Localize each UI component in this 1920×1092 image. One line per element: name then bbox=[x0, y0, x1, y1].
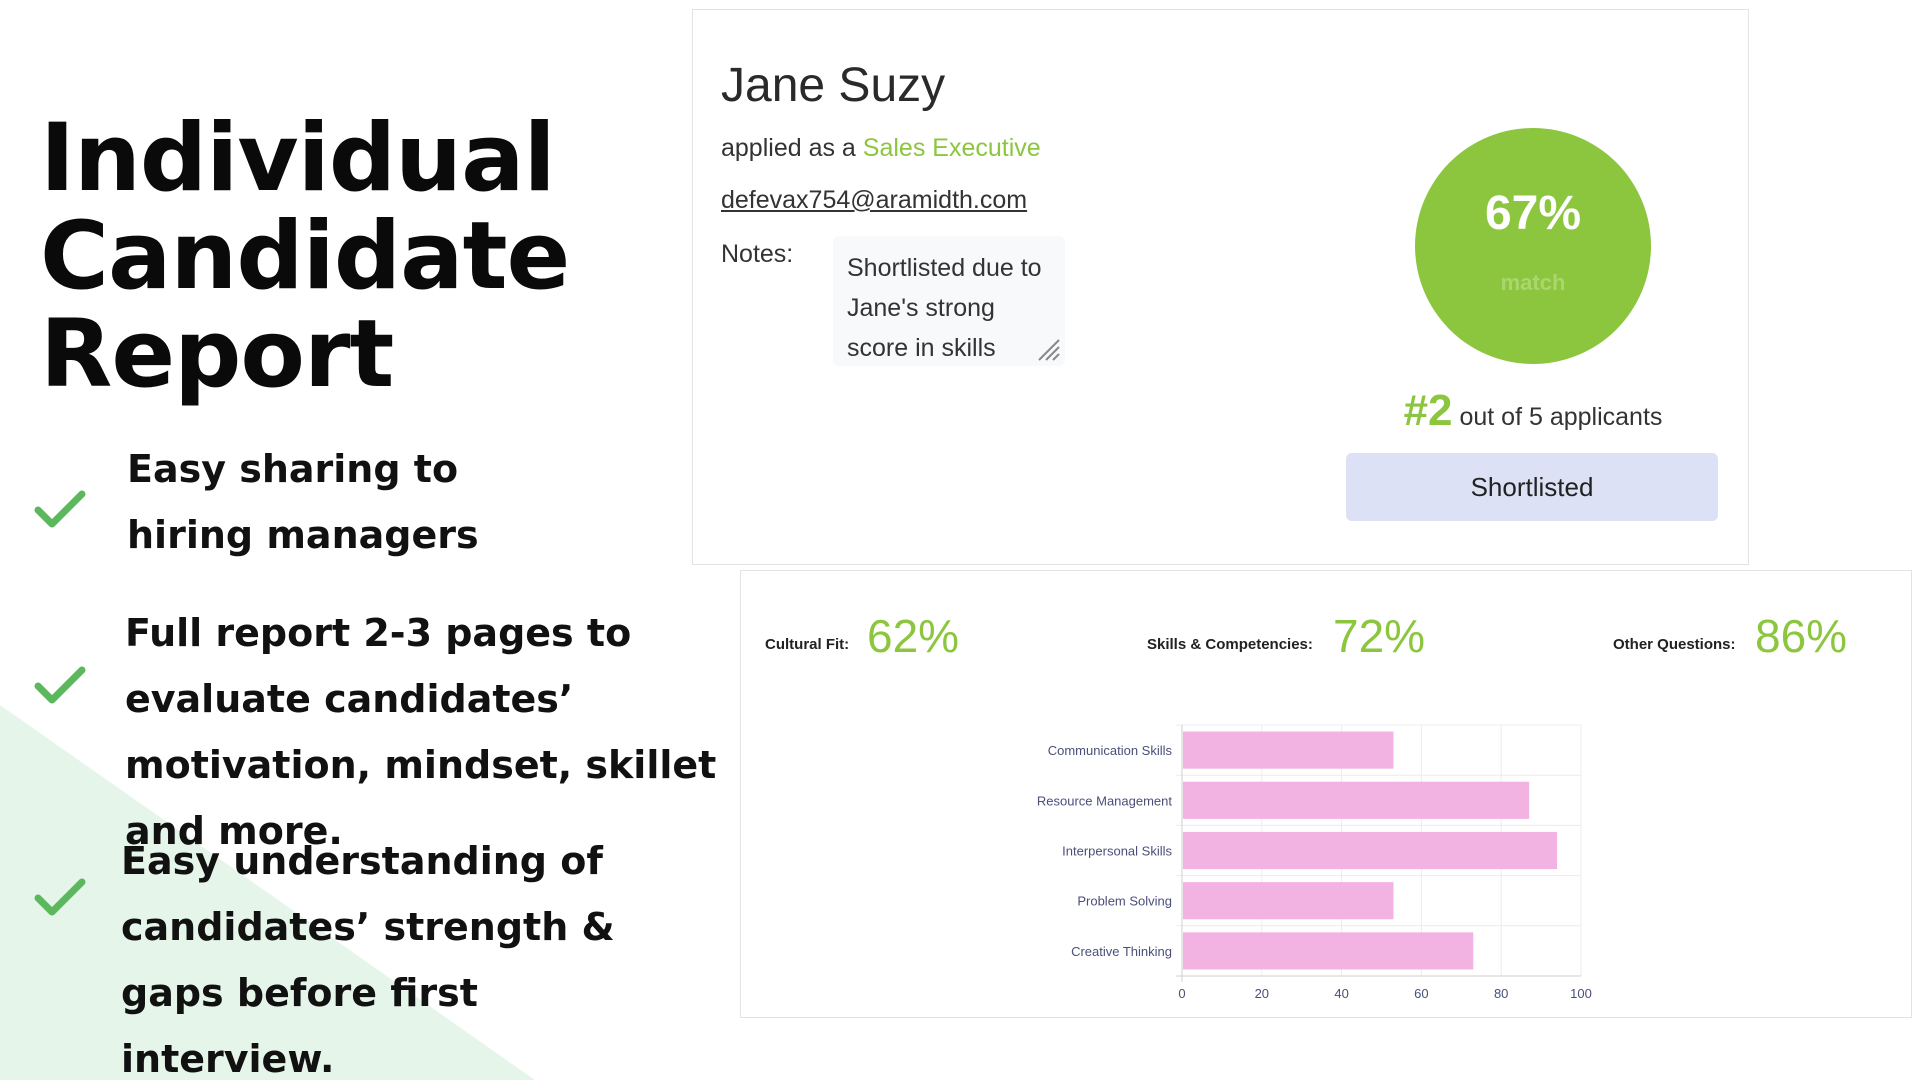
applied-role: Sales Executive bbox=[862, 134, 1041, 162]
match-percent: 67% bbox=[1484, 187, 1582, 240]
category-label: Communication Skills bbox=[1048, 743, 1173, 758]
benefit-text: Easy sharing to hiring managers bbox=[127, 447, 479, 557]
rank-line: #2 out of 5 applicants bbox=[1383, 386, 1683, 436]
benefit-text: Easy understanding of candidates’ streng… bbox=[121, 839, 615, 1081]
applied-line: applied as a Sales Executive bbox=[721, 134, 1041, 163]
bar bbox=[1183, 932, 1474, 970]
check-icon bbox=[34, 666, 86, 704]
x-tick-label: 80 bbox=[1494, 986, 1508, 1001]
score-other-questions: Other Questions: 86% bbox=[1613, 607, 1903, 667]
slide-title: Individual Candidate Report bbox=[40, 104, 570, 409]
category-label: Interpersonal Skills bbox=[1062, 844, 1172, 859]
notes-label: Notes: bbox=[721, 240, 794, 268]
skills-bar-chart: 0 20 40 60 80 100 Communication Skills Resource… bbox=[1037, 724, 1592, 1001]
scores-card: Cultural Fit: 62% Skills & Competencies:… bbox=[740, 570, 1912, 1018]
candidate-name: Jane Suzy bbox=[721, 59, 946, 112]
score-value: 62% bbox=[867, 610, 960, 662]
shortlisted-button[interactable]: Shortlisted bbox=[1346, 453, 1718, 521]
score-value: 72% bbox=[1333, 610, 1426, 662]
bar bbox=[1183, 831, 1558, 870]
score-label: Cultural Fit: bbox=[765, 636, 850, 653]
bar bbox=[1183, 882, 1394, 920]
match-score-circle: 67% match bbox=[1415, 128, 1651, 364]
match-label: match bbox=[1500, 270, 1566, 295]
notes-text: Shortlisted due to Jane's strong score i… bbox=[847, 254, 1042, 362]
score-label: Other Questions: bbox=[1613, 636, 1736, 653]
resize-handle-icon[interactable] bbox=[1035, 336, 1061, 362]
check-icon bbox=[34, 878, 86, 916]
benefit-text: Full report 2-3 pages to evaluate candid… bbox=[125, 611, 717, 853]
rank-text: out of 5 applicants bbox=[1452, 403, 1663, 431]
bar bbox=[1183, 781, 1530, 819]
notes-textarea[interactable]: Shortlisted due to Jane's strong score i… bbox=[833, 236, 1065, 366]
score-skills-competencies: Skills & Competencies: 72% bbox=[1147, 607, 1447, 667]
score-value: 86% bbox=[1755, 610, 1848, 662]
applied-prefix: applied as a bbox=[721, 134, 863, 162]
check-icon bbox=[34, 490, 86, 528]
x-tick-label: 40 bbox=[1334, 986, 1348, 1001]
rank-number: #2 bbox=[1403, 386, 1453, 435]
category-label: Problem Solving bbox=[1077, 894, 1172, 909]
score-label: Skills & Competencies: bbox=[1147, 636, 1313, 653]
category-label: Resource Management bbox=[1037, 793, 1173, 808]
x-tick-label: 0 bbox=[1178, 986, 1185, 1001]
candidate-email-link[interactable]: defevax754@aramidth.com bbox=[721, 186, 1028, 214]
bar bbox=[1183, 731, 1394, 769]
x-tick-label: 20 bbox=[1255, 986, 1269, 1001]
x-tick-label: 60 bbox=[1414, 986, 1428, 1001]
category-label: Creative Thinking bbox=[1071, 944, 1172, 959]
candidate-profile-card: Jane Suzy applied as a Sales Executive d… bbox=[692, 9, 1749, 565]
x-tick-label: 100 bbox=[1570, 986, 1592, 1001]
score-cultural-fit: Cultural Fit: 62% bbox=[765, 607, 965, 667]
